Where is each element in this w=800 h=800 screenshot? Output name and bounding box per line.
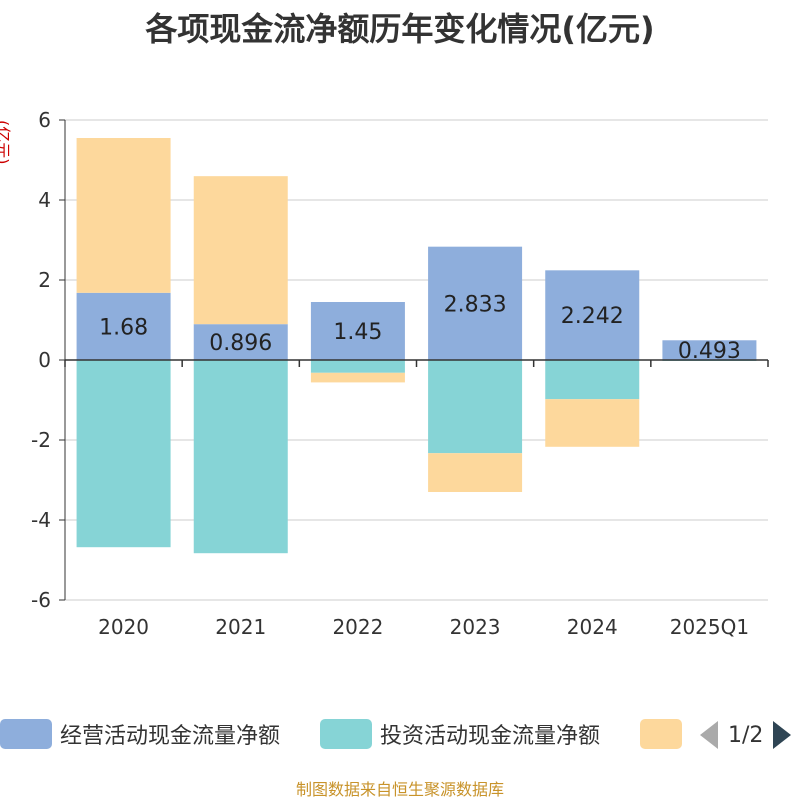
bar-financing-2023	[428, 453, 523, 492]
bar-investing-2022	[310, 360, 405, 373]
legend-item-investing[interactable]: 投资活动现金流量净额	[320, 716, 600, 752]
y-tick-label--2: -2	[31, 428, 51, 452]
data-label-2021: 0.896	[209, 331, 272, 356]
legend-swatch-financing	[640, 719, 682, 749]
bar-chart: -6 -4 -2 0 2 4 6 1.68 2020 0.896 2021 1.45 2022 2.833…	[31, 108, 769, 639]
legend-pager: 1/2	[700, 718, 792, 752]
x-tick-label-2023: 2023	[450, 615, 501, 639]
x-tick-label-2020: 2020	[98, 615, 149, 639]
legend-swatch-operating	[0, 719, 52, 749]
bar-financing-2021	[193, 176, 288, 325]
data-label-2023: 2.833	[444, 292, 507, 317]
chart-title: 各项现金流净额历年变化情况(亿元)	[145, 10, 655, 48]
y-tick-label-6: 6	[38, 108, 51, 132]
y-tick-label-0: 0	[38, 348, 51, 372]
bar-investing-2020	[76, 360, 171, 548]
bar-operating-2022	[310, 302, 405, 360]
legend-label-operating: 经营活动现金流量净额	[60, 724, 281, 749]
bar-operating-2025Q1	[662, 340, 757, 360]
bar-financing-2020	[76, 138, 171, 293]
legend: 经营活动现金流量净额 投资活动现金流量净额	[0, 716, 800, 756]
legend-item-operating[interactable]: 经营活动现金流量净额	[0, 716, 280, 752]
x-tick-label-2025Q1: 2025Q1	[670, 615, 749, 639]
y-tick-label--4: -4	[31, 508, 51, 532]
x-tick-label-2021: 2021	[215, 615, 266, 639]
bar-financing-2024	[545, 399, 640, 447]
bar-operating-2024	[545, 270, 640, 360]
bar-investing-2023	[428, 360, 523, 454]
bar-operating-2021	[193, 324, 288, 360]
y-tick-label--6: -6	[31, 588, 51, 612]
legend-item-financing[interactable]	[640, 716, 682, 752]
data-label-2024: 2.242	[561, 304, 624, 329]
x-tick-label-2024: 2024	[567, 615, 618, 639]
data-source-note: 制图数据来自恒生聚源数据库	[295, 780, 504, 799]
bar-financing-2022	[310, 372, 405, 383]
x-tick-label-2022: 2022	[332, 615, 383, 639]
legend-page-indicator: 1/2	[728, 722, 764, 748]
prev-page-icon[interactable]	[700, 721, 718, 749]
legend-swatch-investing	[320, 719, 372, 749]
bar-investing-2024	[545, 360, 640, 400]
bar-investing-2021	[193, 360, 288, 554]
legend-label-investing: 投资活动现金流量净额	[380, 724, 601, 749]
data-label-2020: 1.68	[99, 315, 148, 340]
data-label-2022: 1.45	[333, 320, 382, 345]
y-tick-label-4: 4	[38, 188, 51, 212]
bar-operating-2023	[428, 246, 523, 360]
bar-operating-2020	[76, 292, 171, 360]
next-page-icon[interactable]	[773, 721, 792, 749]
y-tick-label-2: 2	[38, 268, 51, 292]
